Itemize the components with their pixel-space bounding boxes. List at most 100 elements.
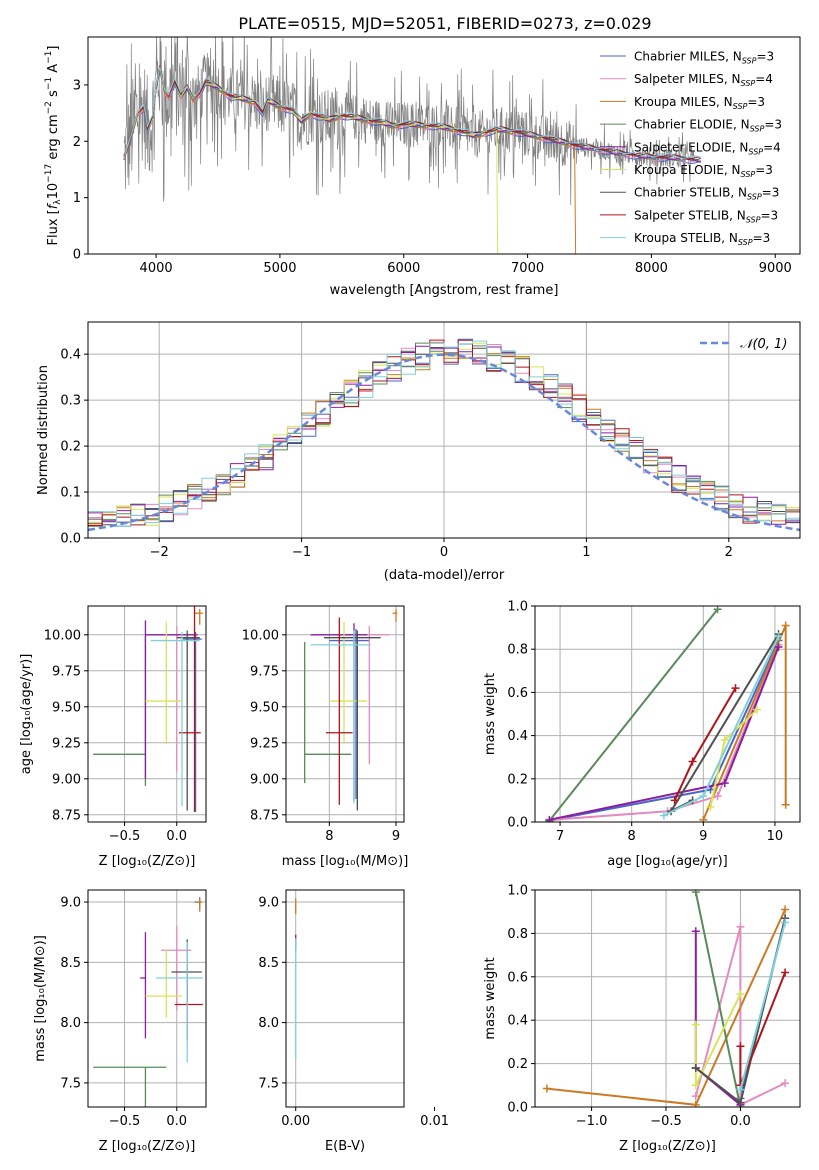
x-tick-label: 0.01 <box>420 1114 449 1129</box>
model-spectrum-2 <box>123 70 577 254</box>
x-tick-label: 5000 <box>263 261 296 276</box>
x-tick-label: 9000 <box>759 261 792 276</box>
weight-marker <box>720 735 729 744</box>
y-axis-label: mass weight <box>483 957 498 1039</box>
y-tick-label: 0.6 <box>507 686 528 701</box>
x-tick-label: 9 <box>392 829 400 844</box>
weight-marker <box>781 918 790 927</box>
x-axis-label: Z [log₁₀(Z/Z⊙)] <box>99 854 196 869</box>
weight-marker <box>691 890 700 897</box>
y-tick-label: 0.3 <box>60 394 81 409</box>
weight-marker <box>542 1084 551 1093</box>
weight-marker <box>688 757 697 766</box>
y-tick-label: 0 <box>73 248 81 263</box>
weight-marker <box>691 927 700 936</box>
weight-marker <box>774 632 783 641</box>
legend-name: Kroupa MILES, N <box>634 95 733 109</box>
y-tick-label: 8.5 <box>258 956 279 971</box>
y-axis-label: mass [log₁₀(M/M⊙)] <box>33 935 48 1062</box>
y-tick-label: 9.75 <box>250 664 279 679</box>
y-axis-label-part: −1 <box>44 77 54 90</box>
y-tick-label: 8.75 <box>250 808 279 823</box>
x-axis-label: E(B-V) <box>325 1139 365 1154</box>
x-tick-label: 0.0 <box>166 1114 187 1129</box>
figure-title: PLATE=0515, MJD=52051, FIBERID=0273, z=0… <box>238 14 651 33</box>
weight-marker <box>706 802 715 811</box>
legend-suffix: =4 <box>755 72 773 86</box>
legend-entry: Kroupa ELODIE, NSSP=3 <box>634 163 773 179</box>
y-tick-label: 0.0 <box>60 532 81 547</box>
y-tick-label: 0.0 <box>507 816 528 831</box>
mass-vs-ebv-panel: 0.00 0.01 7.5 8.0 8.5 9.0 E(B-V) <box>258 889 449 1154</box>
weight-marker <box>781 1079 790 1088</box>
x-tick-label: 2 <box>725 545 733 560</box>
weight-marker <box>731 684 740 693</box>
weight-marker <box>781 905 790 914</box>
y-tick-label: 0.4 <box>507 1014 528 1029</box>
legend-entry: 𝒩(0, 1) <box>740 337 787 352</box>
axes-frame <box>87 605 207 823</box>
x-tick-label: 8 <box>628 829 636 844</box>
weight-marker <box>691 1092 700 1101</box>
x-tick-label: 7 <box>556 829 564 844</box>
weight-marker <box>736 922 745 931</box>
age-vs-metallicity-panel: −0.5 0.0 8.75 9.00 9.25 9.50 9.75 10.00 Z [log₁₀… <box>19 605 207 869</box>
y-tick-label: 0.1 <box>60 486 81 501</box>
y-tick-label: 1 <box>73 191 81 206</box>
model-spectrum-8 <box>123 66 702 159</box>
age-vs-mass-panel: 8 9 8.75 9.00 9.25 9.50 9.75 10.00 mass [log₁₀(M… <box>242 605 408 869</box>
x-tick-label: 8 <box>325 829 333 844</box>
y-axis-label: Normed distribution <box>36 365 51 495</box>
weight-line-3 <box>694 891 742 1107</box>
weight-line-4 <box>549 646 780 821</box>
legend-suffix: =3 <box>756 50 774 64</box>
x-tick-label: −0.5 <box>650 1114 682 1129</box>
axes-frame <box>534 889 801 1108</box>
legend-entry: Salpeter STELIB, NSSP=3 <box>634 208 778 224</box>
x-tick-label: −0.5 <box>109 1114 141 1129</box>
plot-area <box>535 606 800 822</box>
y-tick-label: 9.25 <box>250 736 279 751</box>
weight-marker <box>670 796 679 805</box>
legend-name: Kroupa STELIB, N <box>634 231 738 245</box>
x-tick-label: −0.5 <box>109 829 141 844</box>
y-tick-label: 0.2 <box>507 1057 528 1072</box>
y-tick-label: 8.0 <box>60 1016 81 1031</box>
x-tick-label: 0.00 <box>281 1114 310 1129</box>
weight-marker <box>720 779 729 788</box>
x-tick-label: −2 <box>150 545 169 560</box>
legend-suffix: =4 <box>763 140 781 154</box>
legend-suffix: =3 <box>755 163 773 177</box>
weight-marker <box>736 1098 745 1107</box>
plot-area <box>88 322 800 538</box>
x-axis-label: (data-model)/error <box>384 568 505 583</box>
residuals-panel: −2 −1 0 1 2 0.0 0.1 0.2 0.3 0.4 𝒩(0, 1) (data-model… <box>36 321 801 583</box>
spectrum-panel: 4000 5000 6000 7000 8000 9000 0 1 2 3 wavelength [… <box>44 36 801 298</box>
x-tick-label: 0 <box>440 545 448 560</box>
y-tick-label: 9.75 <box>52 664 81 679</box>
y-tick-label: 0.8 <box>507 927 528 942</box>
weight-marker <box>713 606 722 614</box>
x-tick-label: −1.0 <box>576 1114 608 1129</box>
legend-name: Chabrier MILES, N <box>634 50 742 64</box>
axes-frame <box>87 36 801 255</box>
x-tick-label: 9 <box>699 829 707 844</box>
x-tick-label: 8000 <box>635 261 668 276</box>
y-tick-label: 2 <box>73 135 81 150</box>
legend-entry: Salpeter ELODIE, NSSP=4 <box>634 140 781 156</box>
weight-marker <box>545 815 554 822</box>
legend-name: Salpeter MILES, N <box>634 72 741 86</box>
y-axis-label: age [log₁₀(age/yr)] <box>19 654 34 775</box>
model-spectrum-5 <box>123 66 499 254</box>
y-axis-label-part: Flux [ <box>46 209 61 245</box>
weight-marker <box>699 815 708 822</box>
x-tick-label: 0.0 <box>730 1114 751 1129</box>
legend-entry: Salpeter MILES, NSSP=4 <box>634 72 773 88</box>
legend-name: Salpeter ELODIE, N <box>634 140 748 154</box>
weight-marker <box>781 800 790 809</box>
y-axis-label-part: −2 <box>44 101 54 114</box>
legend-sub: SSP <box>738 238 753 247</box>
x-tick-label: 4000 <box>140 261 173 276</box>
axes-frame <box>87 889 207 1108</box>
